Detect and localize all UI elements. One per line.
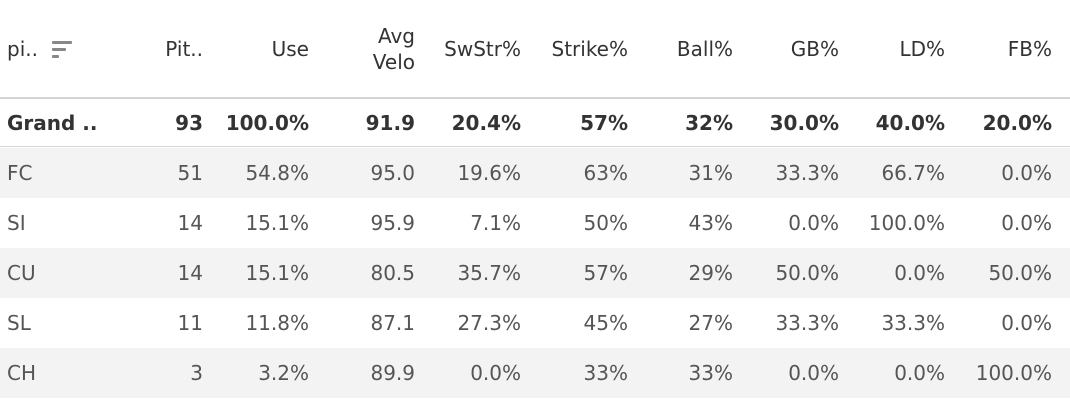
- cell-use: 3.2%: [258, 361, 309, 385]
- header-label: Pit..: [165, 36, 203, 61]
- cell-fb: 0.0%: [1001, 311, 1052, 335]
- cell-use: 15.1%: [245, 211, 309, 235]
- header-fb[interactable]: FB%: [1008, 0, 1052, 97]
- cell-gb: 0.0%: [788, 211, 839, 235]
- cell-pitch: CU: [7, 261, 36, 285]
- cell-swstr: 20.4%: [451, 111, 521, 135]
- cell-fb: 50.0%: [988, 261, 1052, 285]
- cell-strike: 33%: [583, 361, 628, 385]
- cell-ld: 0.0%: [894, 261, 945, 285]
- header-label: Use: [271, 36, 309, 61]
- cell-pitch: FC: [7, 161, 33, 185]
- cell-ball: 27%: [688, 311, 733, 335]
- cell-avg-velo: 80.5: [370, 261, 415, 285]
- cell-gb: 30.0%: [769, 111, 839, 135]
- header-strike[interactable]: Strike%: [552, 0, 629, 97]
- cell-fb: 20.0%: [982, 111, 1052, 135]
- cell-ball: 29%: [688, 261, 733, 285]
- cell-ball: 33%: [688, 361, 733, 385]
- cell-strike: 57%: [583, 261, 628, 285]
- cell-pitches: 14: [177, 261, 203, 285]
- cell-gb: 50.0%: [775, 261, 839, 285]
- header-label: Avg Velo: [372, 23, 415, 74]
- table-row[interactable]: CH 3 3.2% 89.9 0.0% 33% 33% 0.0% 0.0% 100.0%: [0, 348, 1070, 398]
- cell-ld: 40.0%: [875, 111, 945, 135]
- cell-swstr: 27.3%: [457, 311, 521, 335]
- header-divider: [0, 97, 1070, 99]
- cell-use: 11.8%: [245, 311, 309, 335]
- header-label: FB%: [1007, 36, 1052, 61]
- cell-ball: 32%: [685, 111, 733, 135]
- table-row[interactable]: FC 51 54.8% 95.0 19.6% 63% 31% 33.3% 66.7% 0.0%: [0, 148, 1070, 198]
- cell-avg-velo: 89.9: [370, 361, 415, 385]
- cell-fb: 0.0%: [1001, 211, 1052, 235]
- header-ball[interactable]: Ball%: [677, 0, 733, 97]
- cell-gb: 33.3%: [775, 311, 839, 335]
- grand-total-row[interactable]: Grand .. 93 100.0% 91.9 20.4% 57% 32% 30.0% 40.0…: [0, 98, 1070, 148]
- cell-use: 54.8%: [245, 161, 309, 185]
- cell-swstr: 35.7%: [457, 261, 521, 285]
- cell-ld: 100.0%: [868, 211, 945, 235]
- cell-gb: 0.0%: [788, 361, 839, 385]
- cell-use: 100.0%: [225, 111, 309, 135]
- cell-pitches: 51: [177, 161, 203, 185]
- sort-descending-icon[interactable]: [51, 39, 74, 59]
- cell-pitch: SI: [7, 211, 26, 235]
- cell-pitch: CH: [7, 361, 37, 385]
- cell-ld: 33.3%: [881, 311, 945, 335]
- cell-avg-velo: 95.9: [370, 211, 415, 235]
- cell-strike: 50%: [583, 211, 628, 235]
- header-pitch[interactable]: pi..: [7, 0, 74, 97]
- header-avg-velo[interactable]: Avg Velo: [373, 0, 415, 97]
- cell-fb: 100.0%: [975, 361, 1052, 385]
- cell-pitches: 14: [177, 211, 203, 235]
- cell-swstr: 0.0%: [470, 361, 521, 385]
- header-swstr[interactable]: SwStr%: [444, 0, 521, 97]
- total-divider: [0, 146, 1070, 147]
- cell-avg-velo: 91.9: [365, 111, 415, 135]
- header-use[interactable]: Use: [272, 0, 309, 97]
- cell-pitches: 93: [175, 111, 203, 135]
- cell-avg-velo: 87.1: [370, 311, 415, 335]
- cell-swstr: 7.1%: [470, 211, 521, 235]
- header-pitches[interactable]: Pit..: [165, 0, 203, 97]
- cell-strike: 57%: [580, 111, 628, 135]
- header-label: GB%: [790, 36, 839, 61]
- table-row[interactable]: SL 11 11.8% 87.1 27.3% 45% 27% 33.3% 33.3% 0.0%: [0, 298, 1070, 348]
- cell-avg-velo: 95.0: [370, 161, 415, 185]
- header-gb[interactable]: GB%: [791, 0, 839, 97]
- cell-use: 15.1%: [245, 261, 309, 285]
- cell-gb: 33.3%: [775, 161, 839, 185]
- cell-pitches: 3: [190, 361, 203, 385]
- cell-ld: 0.0%: [894, 361, 945, 385]
- table-row[interactable]: CU 14 15.1% 80.5 35.7% 57% 29% 50.0% 0.0% 50.0%: [0, 248, 1070, 298]
- cell-pitch: SL: [7, 311, 31, 335]
- header-ld[interactable]: LD%: [899, 0, 945, 97]
- header-label: Strike%: [551, 36, 629, 61]
- cell-swstr: 19.6%: [457, 161, 521, 185]
- cell-pitch: Grand ..: [7, 111, 98, 135]
- table-row[interactable]: SI 14 15.1% 95.9 7.1% 50% 43% 0.0% 100.0% 0.0%: [0, 198, 1070, 248]
- cell-fb: 0.0%: [1001, 161, 1052, 185]
- header-label: Ball%: [676, 36, 733, 61]
- table-header: pi.. Pit.. Use Avg Velo SwStr% Strike% B…: [0, 0, 1070, 97]
- cell-strike: 45%: [583, 311, 628, 335]
- cell-ld: 66.7%: [881, 161, 945, 185]
- cell-ball: 31%: [688, 161, 733, 185]
- cell-ball: 43%: [688, 211, 733, 235]
- header-label: pi..: [7, 36, 38, 61]
- cell-strike: 63%: [583, 161, 628, 185]
- cell-pitches: 11: [177, 311, 203, 335]
- header-label: LD%: [899, 36, 945, 61]
- header-label: SwStr%: [444, 36, 521, 61]
